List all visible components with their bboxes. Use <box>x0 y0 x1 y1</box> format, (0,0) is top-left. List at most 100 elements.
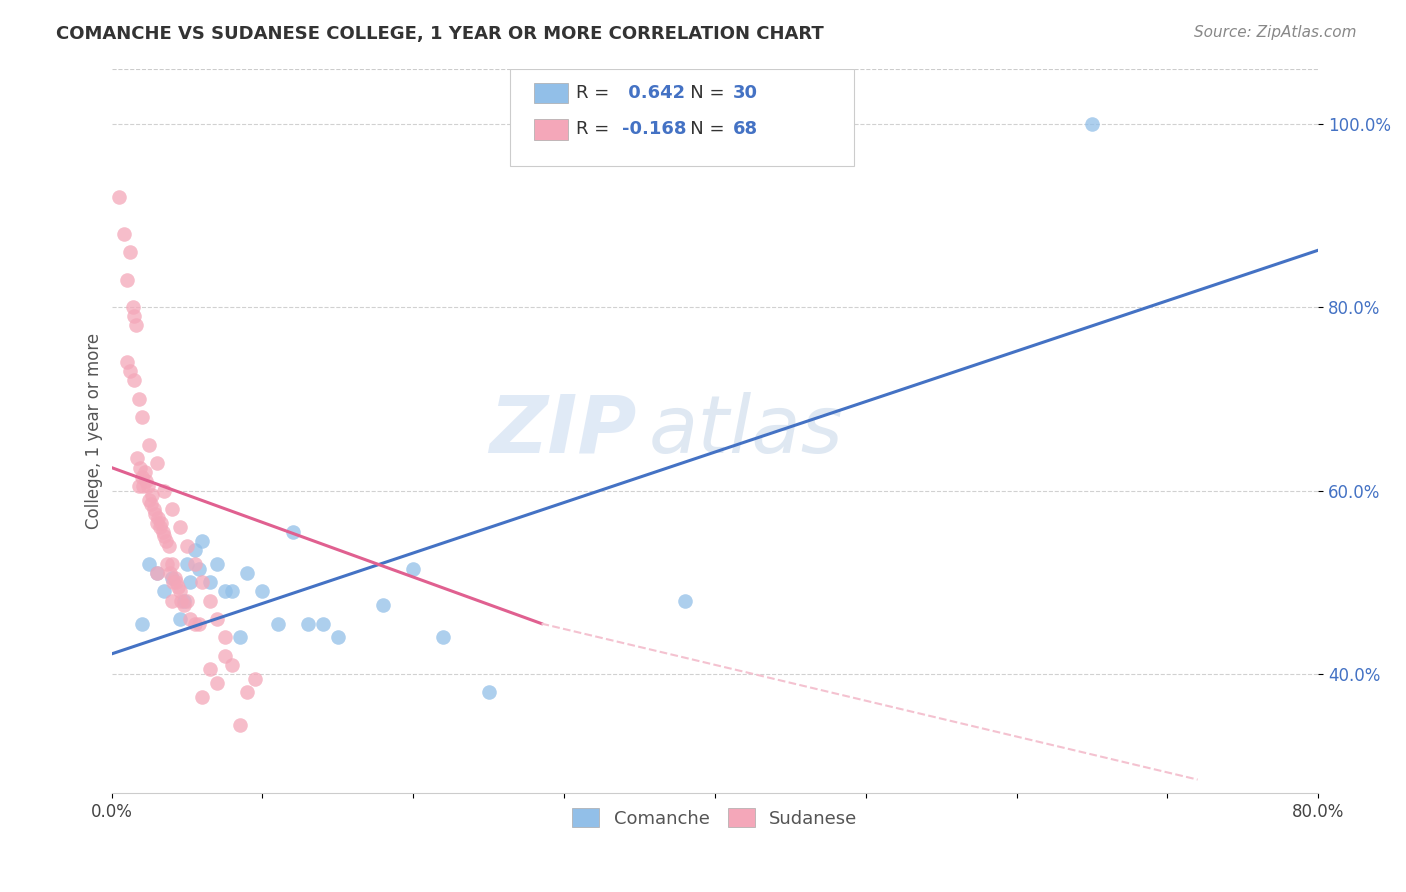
Point <box>205 676 228 690</box>
Point <box>169 520 191 534</box>
Point <box>176 539 198 553</box>
Point <box>153 584 176 599</box>
Point <box>115 272 138 286</box>
Point <box>157 539 180 553</box>
Point <box>169 612 191 626</box>
Point <box>198 663 221 677</box>
Y-axis label: College, 1 year or more: College, 1 year or more <box>86 333 103 529</box>
Text: N =: N = <box>672 120 730 138</box>
Point <box>198 593 221 607</box>
Point <box>170 593 193 607</box>
Point <box>179 575 201 590</box>
Point <box>326 631 349 645</box>
Point <box>132 479 155 493</box>
Point <box>188 561 211 575</box>
Point <box>179 612 201 626</box>
Point <box>205 557 228 571</box>
Point <box>214 631 236 645</box>
Point <box>108 190 131 204</box>
Text: 68: 68 <box>733 120 758 138</box>
Point <box>173 593 195 607</box>
Point <box>191 534 214 549</box>
Text: COMANCHE VS SUDANESE COLLEGE, 1 YEAR OR MORE CORRELATION CHART: COMANCHE VS SUDANESE COLLEGE, 1 YEAR OR … <box>56 25 824 43</box>
Point <box>138 492 160 507</box>
Point <box>153 483 176 498</box>
Text: N =: N = <box>672 84 730 103</box>
Point <box>121 300 143 314</box>
Point <box>160 593 183 607</box>
Point <box>236 566 259 581</box>
Point <box>131 410 153 425</box>
Point <box>122 374 145 388</box>
Point <box>127 451 149 466</box>
Point <box>236 685 259 699</box>
Point <box>183 557 205 571</box>
Point <box>142 502 165 516</box>
Point <box>148 511 170 525</box>
Point <box>166 575 188 590</box>
Point <box>145 507 167 521</box>
Point <box>131 616 153 631</box>
Point <box>160 571 183 585</box>
Text: ZIP: ZIP <box>489 392 637 470</box>
Text: 30: 30 <box>733 84 758 103</box>
Point <box>118 245 141 260</box>
Point <box>432 631 454 645</box>
Point <box>141 488 163 502</box>
Point <box>173 599 195 613</box>
Text: -0.168: -0.168 <box>621 120 686 138</box>
Point <box>188 616 211 631</box>
Point <box>146 456 169 470</box>
Text: Source: ZipAtlas.com: Source: ZipAtlas.com <box>1194 25 1357 40</box>
Point <box>312 616 335 631</box>
Point <box>198 575 221 590</box>
Text: R =: R = <box>576 120 616 138</box>
Text: atlas: atlas <box>648 392 844 470</box>
Point <box>155 534 177 549</box>
Point <box>146 566 169 581</box>
Point <box>176 593 198 607</box>
Point <box>266 616 288 631</box>
Point <box>153 529 176 543</box>
Point <box>169 584 191 599</box>
Point <box>221 657 243 672</box>
Point <box>125 318 148 333</box>
FancyBboxPatch shape <box>510 69 853 167</box>
Point <box>136 479 159 493</box>
Point <box>205 612 228 626</box>
Point <box>131 470 153 484</box>
Point <box>673 593 696 607</box>
Point <box>146 516 169 530</box>
Point <box>371 599 394 613</box>
Point <box>135 475 157 489</box>
Point <box>229 717 252 731</box>
Point <box>128 392 150 406</box>
Point <box>191 690 214 704</box>
Point <box>183 543 205 558</box>
Point <box>281 524 304 539</box>
Point <box>146 566 169 581</box>
Point <box>162 575 184 590</box>
Point <box>152 524 174 539</box>
Point <box>118 364 141 378</box>
Legend: Comanche, Sudanese: Comanche, Sudanese <box>565 801 865 835</box>
FancyBboxPatch shape <box>534 120 568 139</box>
Point <box>115 355 138 369</box>
Point <box>229 631 252 645</box>
Point <box>150 516 173 530</box>
Text: 0.642: 0.642 <box>621 84 685 103</box>
Point <box>160 557 183 571</box>
Point <box>138 438 160 452</box>
Point <box>138 557 160 571</box>
Point <box>243 672 266 686</box>
Point <box>1081 117 1104 131</box>
Point <box>122 310 145 324</box>
Point <box>139 497 162 511</box>
Point <box>163 571 186 585</box>
Point <box>134 465 156 479</box>
Point <box>128 479 150 493</box>
Point <box>160 502 183 516</box>
Point <box>191 575 214 590</box>
Point <box>112 227 135 241</box>
Point <box>252 584 274 599</box>
